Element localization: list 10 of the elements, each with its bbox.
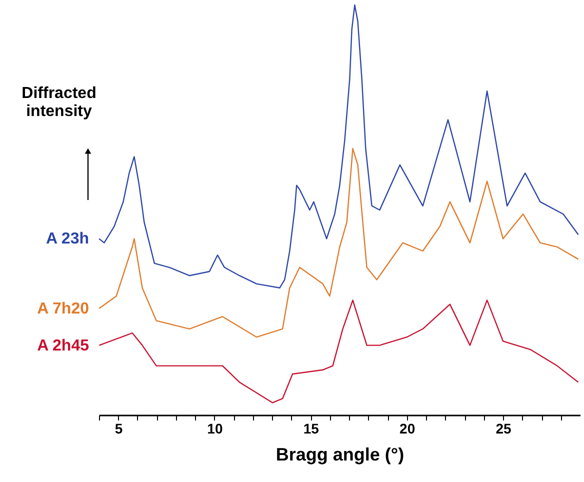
x-axis-title: Bragg angle (°) (276, 444, 404, 464)
x-tick-label: 5 (114, 420, 123, 436)
series-label: A 2h45 (37, 337, 90, 354)
x-tick-label: 25 (496, 420, 512, 436)
x-tick-label: 15 (303, 420, 320, 436)
y-axis-title: Diffracted intensity (22, 85, 96, 120)
x-tick-label: 20 (400, 420, 416, 436)
series-label: A 23h (46, 230, 89, 248)
x-tick-label: 10 (207, 420, 223, 436)
series-label: A 7h20 (37, 300, 90, 318)
